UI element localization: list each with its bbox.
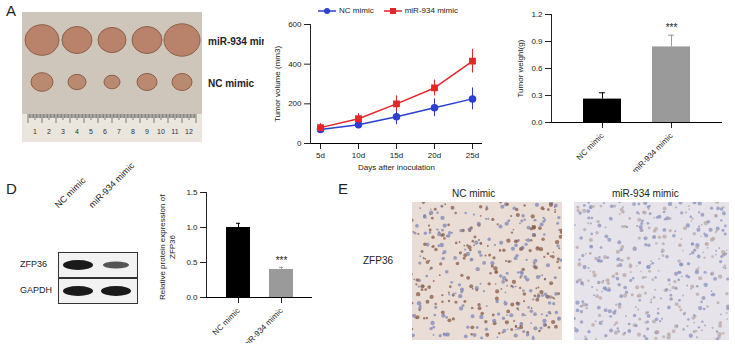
- svg-text:0: 0: [297, 139, 302, 148]
- html-text:miR-934 mimic: miR-934 mimic: [86, 160, 137, 210]
- svg-text:3: 3: [61, 128, 65, 135]
- svg-text:600: 600: [288, 20, 302, 29]
- svg-text:NC mimic: NC mimic: [575, 131, 606, 162]
- html-text:C: C: [716, 2, 727, 19]
- svg-text:2: 2: [47, 128, 51, 135]
- svg-text:***: ***: [276, 255, 288, 266]
- svg-text:5: 5: [89, 128, 93, 135]
- html-text:D: D: [6, 180, 17, 197]
- svg-text:1.5: 1.5: [186, 188, 198, 197]
- html-text:ZFP36: ZFP36: [363, 255, 393, 266]
- html-text:miR-934 mimic: miR-934 mimic: [612, 188, 679, 199]
- svg-text:5d: 5d: [316, 151, 325, 160]
- html-text:GAPDH: GAPDH: [20, 285, 52, 295]
- html-text:Relative protein expression of: Relative protein expression of ZFP36: [158, 194, 177, 300]
- html-text:A: A: [6, 2, 16, 19]
- html-text:E: E: [338, 180, 348, 197]
- svg-text:Tumor volume (mm3): Tumor volume (mm3): [273, 46, 282, 122]
- svg-text:Tumor weight(g): Tumor weight(g): [516, 39, 525, 97]
- svg-text:6: 6: [103, 128, 107, 135]
- svg-text:0.9: 0.9: [531, 37, 543, 46]
- svg-text:12: 12: [185, 128, 193, 135]
- svg-text:8: 8: [131, 128, 135, 135]
- svg-text:0.0: 0.0: [531, 118, 543, 127]
- svg-text:0.0: 0.0: [186, 293, 198, 302]
- svg-text:***: ***: [666, 22, 678, 33]
- svg-text:miR-934 mimic: miR-934 mimic: [241, 306, 285, 343]
- svg-text:25d: 25d: [466, 151, 479, 160]
- svg-text:0.3: 0.3: [531, 91, 543, 100]
- svg-text:Days after inoculation: Days after inoculation: [358, 163, 435, 172]
- html-text:B: B: [264, 2, 274, 19]
- html-text:miR-934 mimic: miR-934 mimic: [208, 36, 279, 47]
- svg-text:7: 7: [117, 128, 121, 135]
- html-text:ZFP36: ZFP36: [20, 259, 47, 269]
- svg-text:400: 400: [288, 60, 302, 69]
- html-text:NC mimic: NC mimic: [52, 175, 88, 210]
- svg-text:NC mimic: NC mimic: [211, 306, 242, 337]
- svg-text:1.0: 1.0: [186, 223, 198, 232]
- svg-text:200: 200: [288, 99, 302, 108]
- svg-text:11: 11: [171, 128, 178, 135]
- svg-text:9: 9: [145, 128, 149, 135]
- svg-text:4: 4: [75, 128, 79, 135]
- html-text:NC mimic: NC mimic: [452, 188, 496, 199]
- html-text:miR-934 mimic: miR-934 mimic: [404, 6, 458, 15]
- svg-text:1.2: 1.2: [531, 10, 543, 19]
- svg-text:miR-934 mimic: miR-934 mimic: [631, 131, 675, 172]
- html-text:NC mimic: NC mimic: [339, 6, 374, 15]
- svg-text:15d: 15d: [390, 151, 403, 160]
- svg-text:10: 10: [157, 128, 165, 135]
- svg-text:20d: 20d: [428, 151, 441, 160]
- svg-text:0.5: 0.5: [186, 258, 198, 267]
- svg-text:10d: 10d: [352, 151, 365, 160]
- svg-text:1: 1: [33, 128, 37, 135]
- svg-text:0.6: 0.6: [531, 64, 543, 73]
- html-text:NC mimic: NC mimic: [208, 78, 255, 89]
